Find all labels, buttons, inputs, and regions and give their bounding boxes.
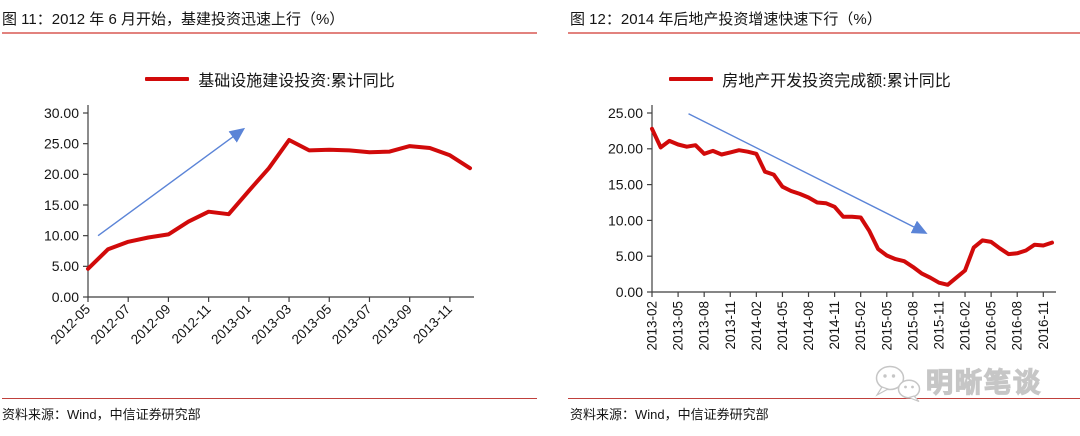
x-tick-label: 2016-02 xyxy=(958,301,973,351)
x-tick-label: 2012-05 xyxy=(47,302,93,348)
x-tick-label: 2013-08 xyxy=(697,301,712,351)
y-tick-label: 25.00 xyxy=(608,105,643,121)
y-tick-label: 10.00 xyxy=(608,212,643,228)
x-tick-label: 2014-02 xyxy=(749,301,764,351)
x-tick-label: 2013-11 xyxy=(723,301,738,350)
y-tick-label: 5.00 xyxy=(52,258,79,274)
figure-11-source-rule xyxy=(2,398,537,399)
figure-12-source: 资料来源：Wind，中信证券研究部 xyxy=(570,407,769,422)
figure-12-source-rule xyxy=(568,398,1080,399)
x-tick-label: 2013-11 xyxy=(410,302,455,347)
x-tick-label: 2013-09 xyxy=(369,302,415,348)
x-tick-label: 2013-02 xyxy=(645,301,660,351)
y-tick-label: 10.00 xyxy=(44,228,79,244)
y-tick-label: 20.00 xyxy=(608,141,643,157)
x-tick-label: 2016-08 xyxy=(1010,301,1025,351)
y-tick-label: 15.00 xyxy=(44,197,79,213)
y-tick-label: 0.00 xyxy=(616,284,643,300)
x-tick-label: 2015-08 xyxy=(905,301,920,351)
series-line xyxy=(650,126,1054,287)
x-tick-label: 2013-03 xyxy=(249,302,295,348)
watermark-text: 明晰笔谈 xyxy=(925,367,1042,398)
trend-arrow xyxy=(688,113,928,234)
legend-line-swatch xyxy=(145,77,190,81)
x-tick-label: 2013-01 xyxy=(208,302,254,348)
legend-label: 房地产开发投资完成额:累计同比 xyxy=(722,73,951,90)
figure-11-title-underline xyxy=(2,32,537,34)
x-tick-label: 2015-05 xyxy=(879,301,894,351)
x-tick-label: 2016-05 xyxy=(984,301,999,351)
figure-11-title: 图 11：2012 年 6 月开始，基建投资迅速上行（%） xyxy=(2,11,345,28)
x-tick-label: 2016-11 xyxy=(1036,301,1051,350)
figure-12-legend: 房地产开发投资完成额:累计同比 xyxy=(540,67,1080,91)
x-tick-label: 2013-05 xyxy=(289,302,335,348)
axis-lines xyxy=(651,105,1056,293)
figure-12-title-underline xyxy=(568,32,1080,34)
x-tick-label: 2014-08 xyxy=(801,301,816,351)
legend-line-swatch xyxy=(669,77,714,81)
figure-11-chart-canvas: 0.00 5.00 10.00 15.00 20.00 25.00 30.00 2012-05… xyxy=(44,105,474,348)
x-tick-label: 2014-11 xyxy=(827,301,842,350)
trend-arrow xyxy=(97,127,246,237)
figure-12-chart-canvas: 0.00 5.00 10.00 15.00 20.00 25.00 2013-02 2013-… xyxy=(608,105,1056,351)
watermark: 明晰笔谈 xyxy=(872,364,1042,402)
wechat-icon xyxy=(875,365,921,402)
x-tick-label: 2014-05 xyxy=(775,301,790,351)
x-tick-label: 2012-09 xyxy=(128,302,174,348)
y-tick-label: 0.00 xyxy=(52,289,79,305)
x-tick-label: 2012-11 xyxy=(169,302,214,347)
y-tick-label: 30.00 xyxy=(44,105,79,121)
x-tick-label: 2012-07 xyxy=(88,302,134,348)
y-tick-label: 5.00 xyxy=(616,248,643,264)
y-tick-label: 20.00 xyxy=(44,166,79,182)
figure-11-legend: 基础设施建设投资:累计同比 xyxy=(0,67,540,91)
figure-12-title: 图 12：2014 年后地产投资增速快速下行（%） xyxy=(570,11,882,28)
y-tick-label: 15.00 xyxy=(608,177,643,193)
x-tick-label: 2013-05 xyxy=(671,301,686,351)
legend-label: 基础设施建设投资:累计同比 xyxy=(198,73,395,90)
x-tick-label: 2015-02 xyxy=(853,301,868,351)
x-tick-label: 2013-07 xyxy=(329,302,375,348)
y-tick-label: 25.00 xyxy=(44,136,79,152)
series-line xyxy=(86,138,472,271)
figure-11-source: 资料来源：Wind，中信证券研究部 xyxy=(2,407,201,422)
x-tick-label: 2015-11 xyxy=(931,301,946,350)
